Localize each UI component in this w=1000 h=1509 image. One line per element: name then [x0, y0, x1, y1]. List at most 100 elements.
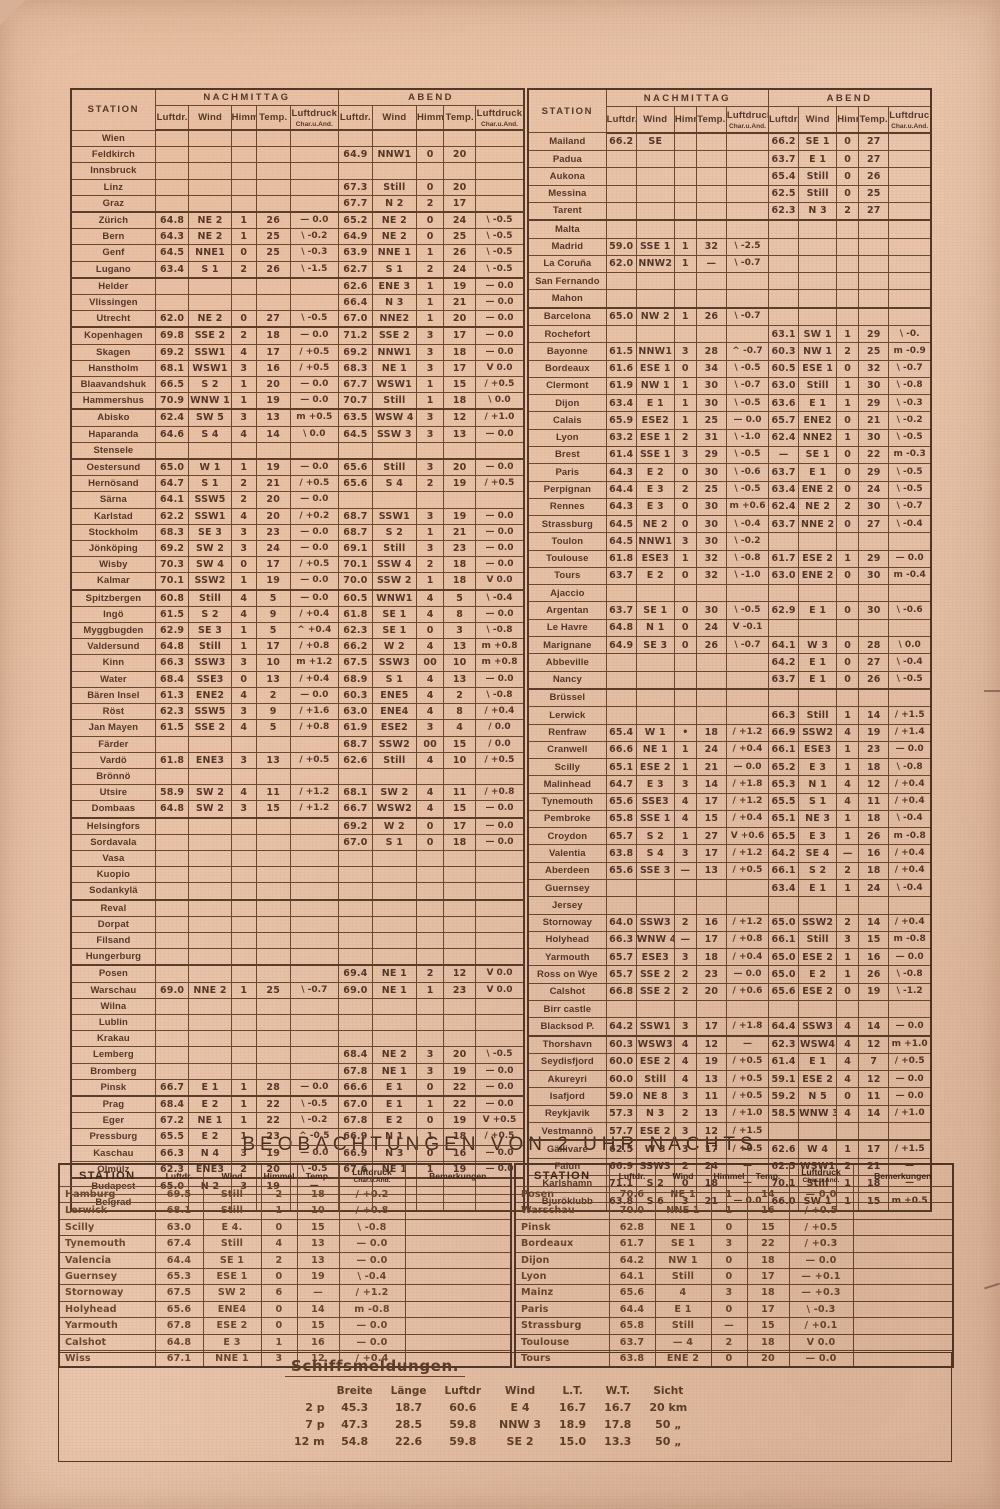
table-row: Strassburg 65.8 Still —15/ +0.1: [514, 1317, 954, 1335]
observation-cell: [836, 618, 860, 638]
observation-cell: 12: [296, 1350, 340, 1368]
station-name-cell: Abisko: [70, 408, 156, 427]
observation-cell: 20: [255, 376, 291, 394]
observation-cell: E 1: [798, 463, 838, 482]
table-row: Oestersund 65.0 W 1 1 19— 0.0 65.6 Still 3 20— 0…: [70, 458, 525, 477]
column-header-temp: Temp.: [858, 106, 890, 134]
table-row: Lyon 63.2 ESE 1 2 31 \ -1.0 62.4 NNE2 1 30 \ -0.5: [527, 428, 932, 447]
observation-cell: [635, 324, 675, 344]
observation-cell: 3: [836, 930, 860, 950]
observation-cell: 70.0: [338, 572, 373, 591]
observation-cell: \ -1.5: [289, 260, 340, 279]
observation-cell: 16: [296, 1333, 340, 1352]
station-name-cell: Kuopio: [70, 866, 156, 884]
observation-cell: 30: [858, 566, 890, 586]
observation-cell: N 3: [371, 1144, 417, 1162]
observation-cell: [404, 1202, 512, 1220]
observation-cell: [725, 289, 770, 309]
observation-cell: [255, 882, 291, 901]
observation-cell: V 0.0: [474, 359, 525, 378]
station-name-cell: Strassburg: [514, 1317, 610, 1335]
observation-cell: [836, 289, 860, 309]
observation-cell: 66.7: [154, 1078, 190, 1097]
observation-cell: NW 2: [635, 307, 675, 326]
observation-cell: [768, 254, 800, 274]
observation-cell: 0: [836, 1087, 860, 1106]
table-row: Wisby 70.3 SW 4 0 17/ +0.5 70.1 SSW 4 2 18— 0.0: [70, 556, 525, 574]
observation-cell: 65.4: [768, 167, 800, 186]
observation-cell: 67.8: [154, 1317, 204, 1335]
observation-cell: [798, 896, 838, 915]
observation-cell: [230, 964, 257, 983]
observation-cell: [230, 882, 257, 901]
observation-cell: 26: [858, 827, 890, 846]
observation-cell: [255, 931, 291, 950]
observation-cell: WSW1: [371, 376, 417, 394]
observation-cell: [798, 219, 838, 239]
observation-cell: S 2: [371, 523, 417, 542]
observation-cell: [798, 618, 838, 638]
observation-cell: 64.5: [338, 425, 373, 443]
observation-cell: 4: [230, 507, 257, 525]
observation-cell: 62.6: [768, 1139, 800, 1159]
observation-cell: [371, 948, 417, 967]
observation-cell: [289, 294, 340, 312]
observation-cell: 63.7: [768, 150, 800, 169]
observation-cell: 27: [858, 150, 890, 169]
observation-cell: — 0.0: [289, 211, 340, 230]
observation-cell: 10: [443, 654, 476, 672]
observation-cell: 17: [746, 1300, 790, 1319]
ship-time: 2 p: [305, 1401, 325, 1414]
observation-cell: [474, 948, 525, 967]
observation-cell: [673, 324, 697, 344]
observation-cell: [635, 167, 675, 186]
observation-cell: [404, 1185, 512, 1204]
observation-cell: [605, 201, 637, 222]
observation-cell: 68.9: [338, 670, 373, 688]
observation-cell: [230, 1062, 257, 1080]
observation-cell: m -0.3: [888, 445, 932, 465]
observation-cell: 15: [746, 1218, 790, 1237]
observation-cell: [255, 964, 291, 983]
observation-cell: 14: [858, 913, 890, 932]
observation-cell: 11: [695, 1087, 727, 1106]
observation-cell: 19: [858, 982, 890, 1002]
ship-report-row: 2 p 45.3 18.7 60.6 E 4 16.7 16.7 20 km: [285, 1399, 696, 1416]
observation-cell: / +0.3: [788, 1235, 854, 1253]
observation-cell: 4: [230, 605, 257, 624]
observation-cell: [888, 584, 932, 603]
observation-cell: WSW2: [371, 800, 417, 819]
observation-cell: 22: [443, 1095, 476, 1114]
observation-cell: \ -0.7: [725, 307, 770, 326]
observation-cell: — 0.0: [788, 1185, 854, 1204]
observation-cell: 11: [255, 784, 291, 802]
observation-cell: 1: [836, 879, 860, 898]
observation-cell: [255, 178, 291, 196]
observation-cell: 1: [836, 428, 860, 447]
observation-cell: 19: [695, 1052, 727, 1072]
observation-cell: [415, 1013, 445, 1032]
observation-cell: 4: [836, 1104, 860, 1124]
observation-cell: 65.7: [605, 965, 637, 984]
observation-cell: [474, 194, 525, 213]
observation-cell: 25: [695, 480, 727, 499]
ship-longitude: 22.6: [395, 1435, 423, 1448]
observation-cell: \ -0.7: [725, 254, 770, 274]
observation-cell: [858, 584, 890, 603]
observation-cell: 66.9: [338, 1144, 373, 1162]
observation-cell: m -0.9: [888, 342, 932, 361]
column-header-temp: Temp.: [296, 1163, 340, 1187]
column-header-temp: Temp.: [255, 105, 291, 132]
station-name-cell: Ross on Wye: [527, 965, 607, 984]
observation-cell: 24: [443, 211, 476, 230]
table-row: Brest 61.4 SSE 1 3 29 \ -0.5— SE 1 0 22 m -0.3: [527, 445, 932, 465]
column-header-himmel: Himmel: [836, 106, 860, 134]
observation-cell: [852, 1218, 954, 1237]
observation-cell: 2: [673, 480, 697, 499]
observation-cell: 65.7: [605, 827, 637, 846]
observation-cell: 19: [858, 723, 890, 742]
observation-cell: / +1.2: [338, 1284, 406, 1302]
observation-cell: \ -0.: [888, 324, 932, 344]
observation-cell: ESE3: [635, 948, 675, 967]
observation-cell: [289, 735, 340, 753]
